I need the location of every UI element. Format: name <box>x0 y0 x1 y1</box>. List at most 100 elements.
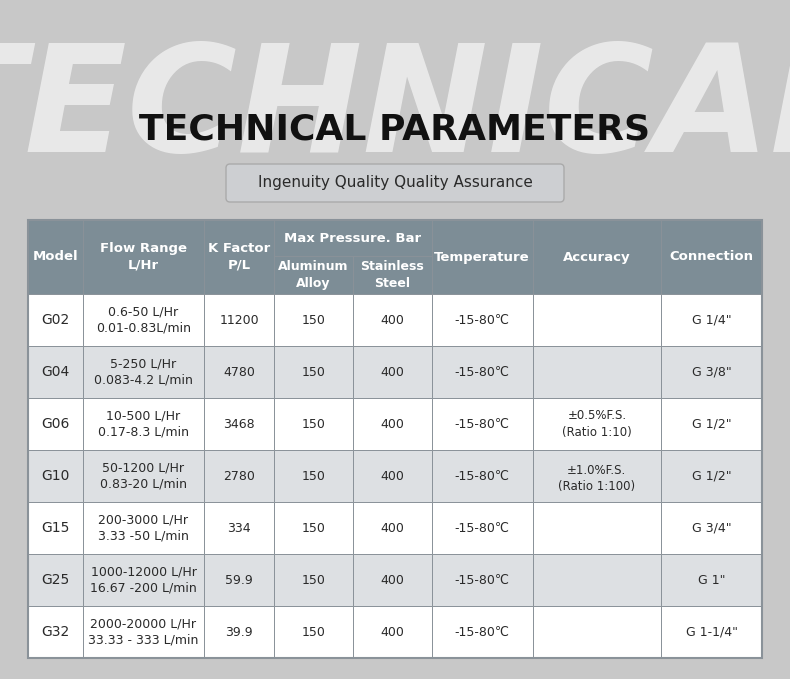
Text: -15-80℃: -15-80℃ <box>455 418 510 430</box>
Text: 400: 400 <box>381 521 404 534</box>
Bar <box>353 346 431 398</box>
Bar <box>274 294 353 346</box>
Text: TECHNICAL: TECHNICAL <box>0 37 790 183</box>
Bar <box>532 606 661 658</box>
Bar <box>204 606 274 658</box>
Bar <box>83 398 204 450</box>
Text: 2780: 2780 <box>223 469 255 483</box>
Text: G 1": G 1" <box>698 574 725 587</box>
Text: 400: 400 <box>381 418 404 430</box>
Text: G 1/2": G 1/2" <box>692 418 732 430</box>
Bar <box>274 554 353 606</box>
Text: 5-250 L/Hr
0.083-4.2 L/min: 5-250 L/Hr 0.083-4.2 L/min <box>94 357 193 387</box>
Bar <box>274 502 353 554</box>
Bar <box>532 220 661 294</box>
Bar <box>661 220 762 294</box>
Bar <box>274 220 431 256</box>
Text: G06: G06 <box>41 417 70 431</box>
Text: G 1/4": G 1/4" <box>692 314 732 327</box>
Bar <box>431 346 532 398</box>
Text: -15-80℃: -15-80℃ <box>455 314 510 327</box>
Bar <box>431 502 532 554</box>
Text: 150: 150 <box>302 418 325 430</box>
Text: 150: 150 <box>302 625 325 638</box>
Text: Aluminum
Alloy: Aluminum Alloy <box>278 260 349 290</box>
Bar <box>28 606 83 658</box>
Text: G25: G25 <box>41 573 70 587</box>
Bar <box>532 554 661 606</box>
Bar <box>661 606 762 658</box>
Bar <box>661 294 762 346</box>
Bar <box>83 502 204 554</box>
Bar <box>274 606 353 658</box>
Text: G15: G15 <box>41 521 70 535</box>
Text: 200-3000 L/Hr
3.33 -50 L/min: 200-3000 L/Hr 3.33 -50 L/min <box>98 513 189 543</box>
Text: G32: G32 <box>41 625 70 639</box>
Text: 11200: 11200 <box>219 314 259 327</box>
Text: G02: G02 <box>41 313 70 327</box>
Bar <box>661 502 762 554</box>
Text: ±0.5%F.S.
(Ratio 1:10): ±0.5%F.S. (Ratio 1:10) <box>562 409 632 439</box>
Text: 400: 400 <box>381 469 404 483</box>
Bar <box>274 450 353 502</box>
Text: 10-500 L/Hr
0.17-8.3 L/min: 10-500 L/Hr 0.17-8.3 L/min <box>98 409 189 439</box>
Bar <box>28 554 83 606</box>
Text: K Factor
P/L: K Factor P/L <box>208 242 270 272</box>
Bar <box>532 346 661 398</box>
Bar <box>204 450 274 502</box>
Text: Model: Model <box>32 251 78 263</box>
Text: 150: 150 <box>302 521 325 534</box>
Text: 3468: 3468 <box>224 418 255 430</box>
Bar <box>353 294 431 346</box>
Bar <box>532 502 661 554</box>
Text: 150: 150 <box>302 469 325 483</box>
Bar <box>274 256 353 294</box>
Text: 0.6-50 L/Hr
0.01-0.83L/min: 0.6-50 L/Hr 0.01-0.83L/min <box>96 306 191 335</box>
Bar <box>274 398 353 450</box>
Text: G 3/4": G 3/4" <box>692 521 732 534</box>
Text: -15-80℃: -15-80℃ <box>455 625 510 638</box>
Text: 1000-12000 L/Hr
16.67 -200 L/min: 1000-12000 L/Hr 16.67 -200 L/min <box>90 565 197 595</box>
Bar <box>83 346 204 398</box>
Text: 2000-20000 L/Hr
33.33 - 333 L/min: 2000-20000 L/Hr 33.33 - 333 L/min <box>88 617 198 647</box>
Text: Flow Range
L/Hr: Flow Range L/Hr <box>100 242 187 272</box>
Bar <box>28 450 83 502</box>
Bar <box>431 554 532 606</box>
Bar <box>83 554 204 606</box>
Text: 50-1200 L/Hr
0.83-20 L/min: 50-1200 L/Hr 0.83-20 L/min <box>100 461 187 491</box>
Text: -15-80℃: -15-80℃ <box>455 574 510 587</box>
Text: TECHNICAL PARAMETERS: TECHNICAL PARAMETERS <box>140 113 650 147</box>
Bar <box>83 220 204 294</box>
Bar <box>28 294 83 346</box>
Bar <box>28 220 83 294</box>
Text: -15-80℃: -15-80℃ <box>455 469 510 483</box>
Bar <box>661 346 762 398</box>
Bar <box>83 450 204 502</box>
Bar <box>431 398 532 450</box>
Text: -15-80℃: -15-80℃ <box>455 521 510 534</box>
Bar <box>204 502 274 554</box>
Bar <box>661 554 762 606</box>
Text: -15-80℃: -15-80℃ <box>455 365 510 378</box>
Text: Stainless
Steel: Stainless Steel <box>360 260 424 290</box>
Bar <box>532 398 661 450</box>
Bar <box>353 554 431 606</box>
Bar <box>431 220 532 294</box>
Bar <box>431 450 532 502</box>
Bar <box>204 346 274 398</box>
Bar <box>28 346 83 398</box>
Text: Accuracy: Accuracy <box>563 251 630 263</box>
Text: 150: 150 <box>302 314 325 327</box>
Bar <box>83 606 204 658</box>
Text: Max Pressure. Bar: Max Pressure. Bar <box>284 232 422 244</box>
Text: 400: 400 <box>381 365 404 378</box>
Text: ±1.0%F.S.
(Ratio 1:100): ±1.0%F.S. (Ratio 1:100) <box>559 464 635 494</box>
Bar <box>83 294 204 346</box>
Text: G10: G10 <box>41 469 70 483</box>
Text: 150: 150 <box>302 574 325 587</box>
Text: G04: G04 <box>41 365 70 379</box>
Text: Ingenuity Quality Quality Assurance: Ingenuity Quality Quality Assurance <box>258 175 532 191</box>
Bar <box>204 398 274 450</box>
Bar <box>28 502 83 554</box>
Text: 150: 150 <box>302 365 325 378</box>
